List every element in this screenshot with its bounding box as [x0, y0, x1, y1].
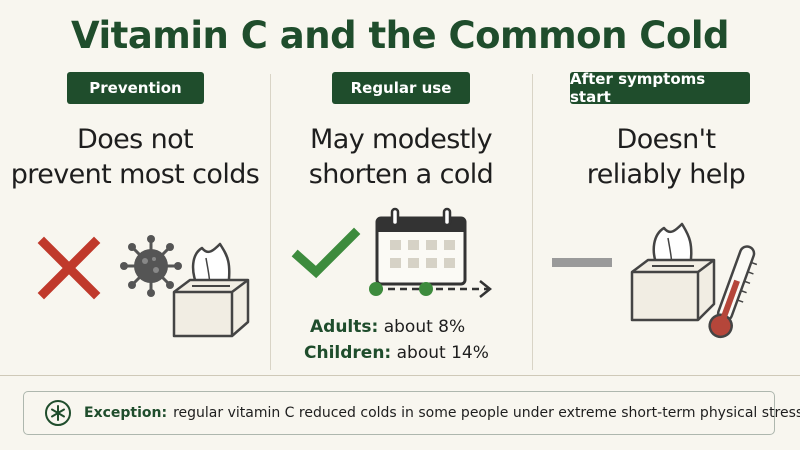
rate-label: Adults:	[310, 317, 379, 337]
after-symptoms-headline: Doesn't reliably help	[532, 122, 800, 192]
headline-line: reliably help	[586, 159, 746, 190]
prevention-headline: Does not prevent most colds	[0, 122, 270, 192]
tissue-box-icon	[172, 242, 250, 338]
regular-use-headline: May modestly shorten a cold	[270, 122, 532, 192]
x-mark-icon	[37, 236, 101, 300]
timeline-arrow-icon	[369, 280, 493, 298]
headline-line: Doesn't	[616, 124, 717, 155]
calendar-icon	[375, 207, 467, 286]
prevention-badge: Prevention	[67, 72, 204, 104]
prevention-column: Prevention Does not prevent most colds	[0, 72, 270, 372]
dash-icon	[552, 258, 612, 267]
rate-label: Children:	[304, 343, 392, 363]
column-divider	[532, 74, 533, 370]
page-title: Vitamin C and the Common Cold	[70, 14, 730, 57]
rate-row-children: Children: about 14%	[304, 340, 489, 366]
thermometer-icon	[708, 245, 758, 339]
regular-use-column: Regular use May modestly shorten a cold …	[270, 72, 532, 372]
headline-line: Does not	[77, 124, 194, 155]
virus-icon	[120, 235, 182, 297]
check-mark-icon	[291, 227, 361, 279]
headline-line: May modestly	[310, 124, 493, 155]
headline-line: prevent most colds	[10, 159, 260, 190]
after-symptoms-badge: After symptoms start	[570, 70, 750, 106]
reduction-rates: Adults: about 8% Children: about 14%	[304, 314, 489, 366]
rate-value: about 8%	[383, 317, 466, 337]
tissue-box-icon	[630, 222, 716, 322]
exception-label: Exception:	[84, 405, 168, 421]
rate-row-adults: Adults: about 8%	[310, 314, 489, 340]
exception-box: Exception: regular vitamin C reduced col…	[23, 391, 800, 435]
headline-line: shorten a cold	[308, 159, 494, 190]
after-symptoms-column: After symptoms start Doesn't reliably he…	[532, 70, 800, 372]
rate-value: about 14%	[396, 343, 489, 363]
exception-text: regular vitamin C reduced colds in some …	[173, 405, 800, 421]
asterisk-circle-icon	[45, 400, 71, 426]
bottom-rule	[0, 375, 800, 376]
regular-use-badge: Regular use	[332, 72, 470, 104]
column-divider	[270, 74, 271, 370]
